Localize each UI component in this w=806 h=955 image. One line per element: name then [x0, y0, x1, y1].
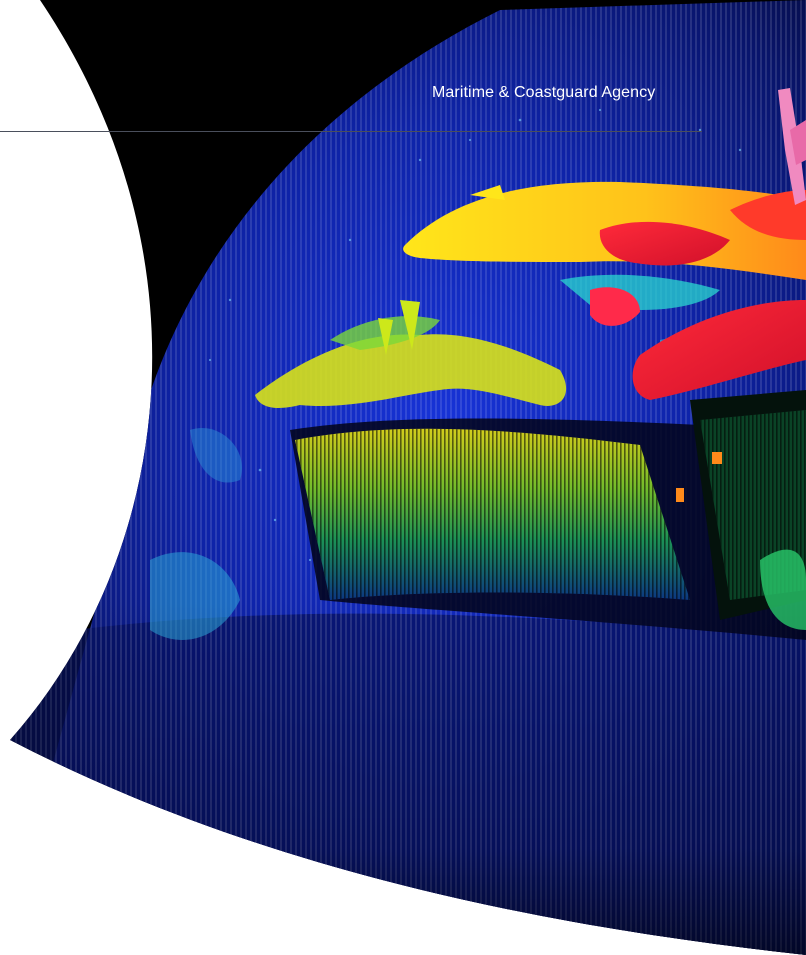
header-divider — [0, 131, 702, 132]
agency-name: Maritime & Coastguard Agency — [432, 84, 656, 101]
